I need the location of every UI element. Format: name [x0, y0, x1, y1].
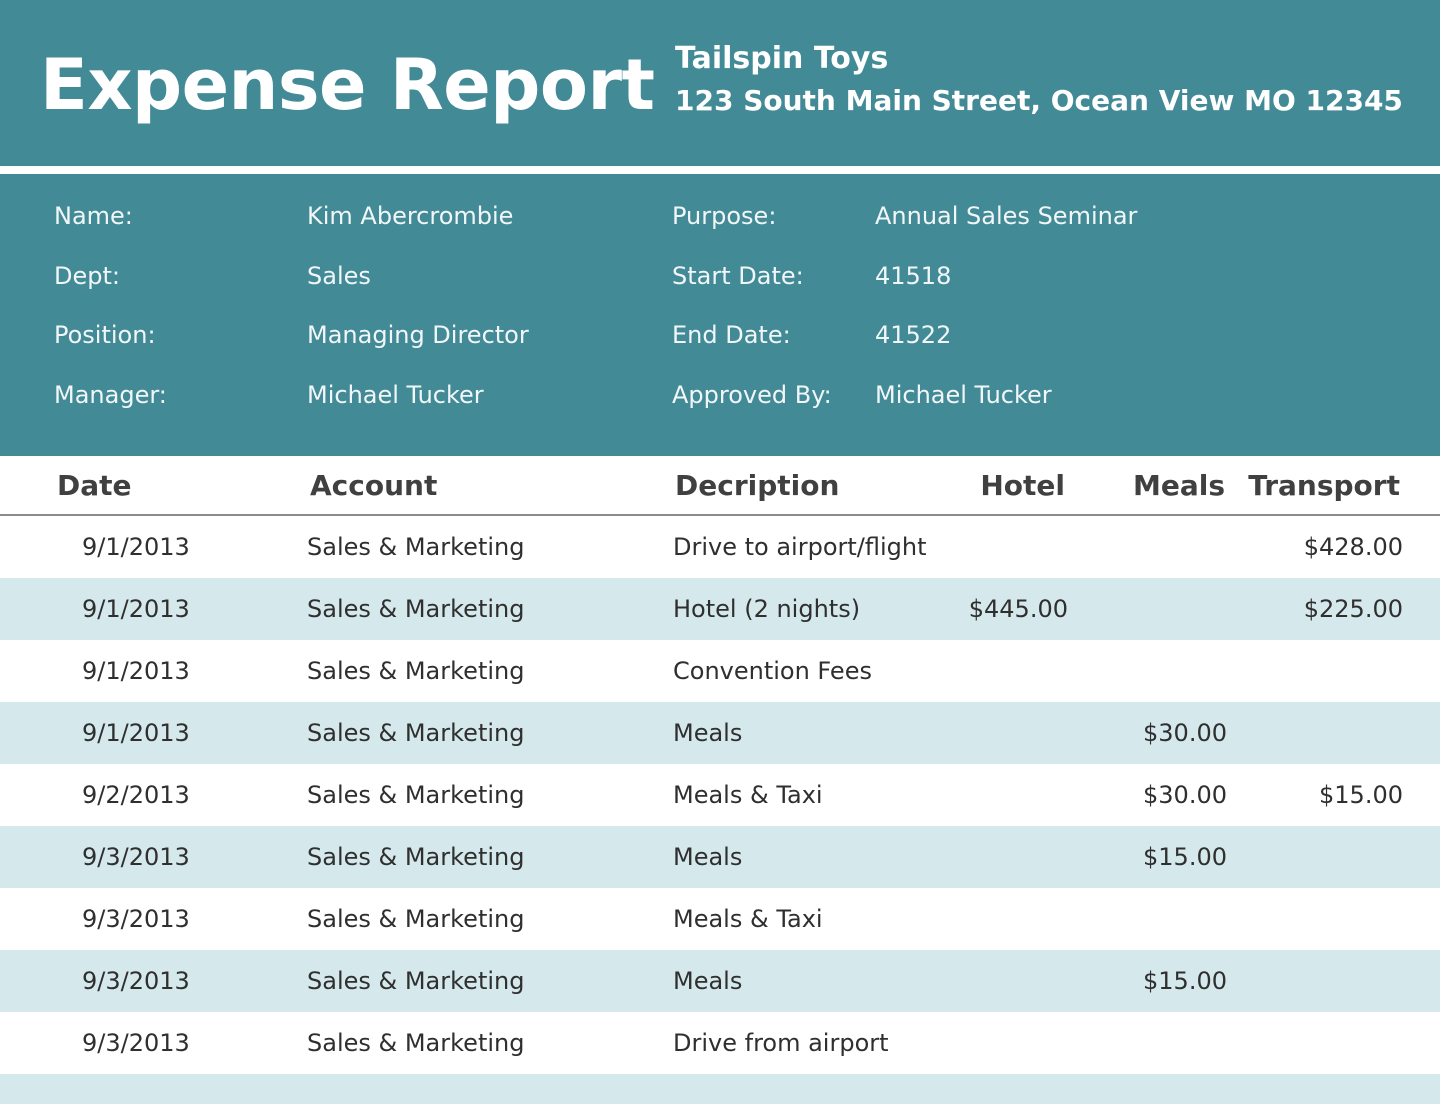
table-row: 9/3/2013 Sales & Marketing Meals $15.00	[0, 950, 1440, 1012]
company-address[interactable]: 123 South Main Street, Ocean View MO 123…	[675, 84, 1403, 117]
name-label: Name:	[54, 202, 133, 230]
column-header-date[interactable]: Date	[57, 469, 132, 502]
cell-description[interactable]: Hotel (2 nights)	[673, 595, 861, 623]
cell-date[interactable]: 9/1/2013	[82, 595, 190, 623]
cell-account[interactable]: Sales & Marketing	[307, 657, 525, 685]
approved-by-value[interactable]: Michael Tucker	[875, 381, 1052, 409]
info-row-dept: Dept: Sales Start Date: 41518	[0, 256, 1440, 296]
position-label: Position:	[54, 321, 156, 349]
employee-info-section: Name: Kim Abercrombie Purpose: Annual Sa…	[0, 174, 1440, 456]
cell-account[interactable]: Sales & Marketing	[307, 533, 525, 561]
table-row	[0, 1074, 1440, 1104]
cell-date[interactable]: 9/1/2013	[82, 657, 190, 685]
cell-description[interactable]: Convention Fees	[673, 657, 872, 685]
band-separator	[0, 166, 1440, 174]
end-date-value[interactable]: 41522	[875, 321, 952, 349]
table-row: 9/3/2013 Sales & Marketing Meals & Taxi	[0, 888, 1440, 950]
cell-date[interactable]: 9/3/2013	[82, 967, 190, 995]
info-row-name: Name: Kim Abercrombie Purpose: Annual Sa…	[0, 196, 1440, 236]
dept-value[interactable]: Sales	[307, 262, 371, 290]
expense-table-header: Date Account Decription Hotel Meals Tran…	[0, 456, 1440, 516]
title-band: Expense Report Tailspin Toys 123 South M…	[0, 0, 1440, 166]
cell-transport[interactable]: $225.00	[1303, 595, 1403, 623]
info-row-manager: Manager: Michael Tucker Approved By: Mic…	[0, 375, 1440, 415]
company-name[interactable]: Tailspin Toys	[675, 41, 889, 76]
cell-account[interactable]: Sales & Marketing	[307, 905, 525, 933]
report-title[interactable]: Expense Report	[40, 44, 655, 126]
table-row: 9/1/2013 Sales & Marketing Meals $30.00	[0, 702, 1440, 764]
cell-meals[interactable]: $15.00	[1143, 843, 1227, 871]
cell-account[interactable]: Sales & Marketing	[307, 719, 525, 747]
cell-account[interactable]: Sales & Marketing	[307, 843, 525, 871]
table-row: 9/1/2013 Sales & Marketing Convention Fe…	[0, 640, 1440, 702]
table-row: 9/3/2013 Sales & Marketing Drive from ai…	[0, 1012, 1440, 1074]
cell-account[interactable]: Sales & Marketing	[307, 1029, 525, 1057]
purpose-value[interactable]: Annual Sales Seminar	[875, 202, 1138, 230]
column-header-meals[interactable]: Meals	[1132, 469, 1225, 502]
cell-description[interactable]: Meals & Taxi	[673, 781, 823, 809]
cell-date[interactable]: 9/1/2013	[82, 719, 190, 747]
company-block: Tailspin Toys 123 South Main Street, Oce…	[675, 38, 1403, 122]
cell-description[interactable]: Drive to airport/flight	[673, 533, 927, 561]
manager-value[interactable]: Michael Tucker	[307, 381, 484, 409]
cell-date[interactable]: 9/3/2013	[82, 905, 190, 933]
cell-hotel[interactable]: $445.00	[968, 595, 1068, 623]
cell-description[interactable]: Meals	[673, 843, 743, 871]
table-row: 9/1/2013 Sales & Marketing Drive to airp…	[0, 516, 1440, 578]
cell-transport[interactable]: $15.00	[1319, 781, 1403, 809]
cell-account[interactable]: Sales & Marketing	[307, 595, 525, 623]
cell-date[interactable]: 9/2/2013	[82, 781, 190, 809]
cell-description[interactable]: Meals	[673, 967, 743, 995]
cell-description[interactable]: Meals	[673, 719, 743, 747]
column-header-hotel[interactable]: Hotel	[980, 469, 1065, 502]
expense-table-body: 9/1/2013 Sales & Marketing Drive to airp…	[0, 516, 1440, 1104]
cell-meals[interactable]: $30.00	[1143, 781, 1227, 809]
table-row: 9/3/2013 Sales & Marketing Meals $15.00	[0, 826, 1440, 888]
dept-label: Dept:	[54, 262, 120, 290]
end-date-label: End Date:	[672, 321, 791, 349]
position-value[interactable]: Managing Director	[307, 321, 529, 349]
purpose-label: Purpose:	[672, 202, 777, 230]
cell-date[interactable]: 9/3/2013	[82, 843, 190, 871]
cell-date[interactable]: 9/1/2013	[82, 533, 190, 561]
cell-description[interactable]: Meals & Taxi	[673, 905, 823, 933]
cell-transport[interactable]: $428.00	[1303, 533, 1403, 561]
cell-meals[interactable]: $15.00	[1143, 967, 1227, 995]
column-header-account[interactable]: Account	[310, 469, 438, 502]
cell-account[interactable]: Sales & Marketing	[307, 967, 525, 995]
cell-meals[interactable]: $30.00	[1143, 719, 1227, 747]
column-header-description[interactable]: Decription	[675, 469, 840, 502]
approved-by-label: Approved By:	[672, 381, 832, 409]
cell-description[interactable]: Drive from airport	[673, 1029, 889, 1057]
cell-account[interactable]: Sales & Marketing	[307, 781, 525, 809]
cell-date[interactable]: 9/3/2013	[82, 1029, 190, 1057]
table-row: 9/2/2013 Sales & Marketing Meals & Taxi …	[0, 764, 1440, 826]
start-date-value[interactable]: 41518	[875, 262, 952, 290]
table-row: 9/1/2013 Sales & Marketing Hotel (2 nigh…	[0, 578, 1440, 640]
info-row-position: Position: Managing Director End Date: 41…	[0, 315, 1440, 355]
name-value[interactable]: Kim Abercrombie	[307, 202, 514, 230]
manager-label: Manager:	[54, 381, 167, 409]
column-header-transport[interactable]: Transport	[1248, 469, 1400, 502]
start-date-label: Start Date:	[672, 262, 804, 290]
